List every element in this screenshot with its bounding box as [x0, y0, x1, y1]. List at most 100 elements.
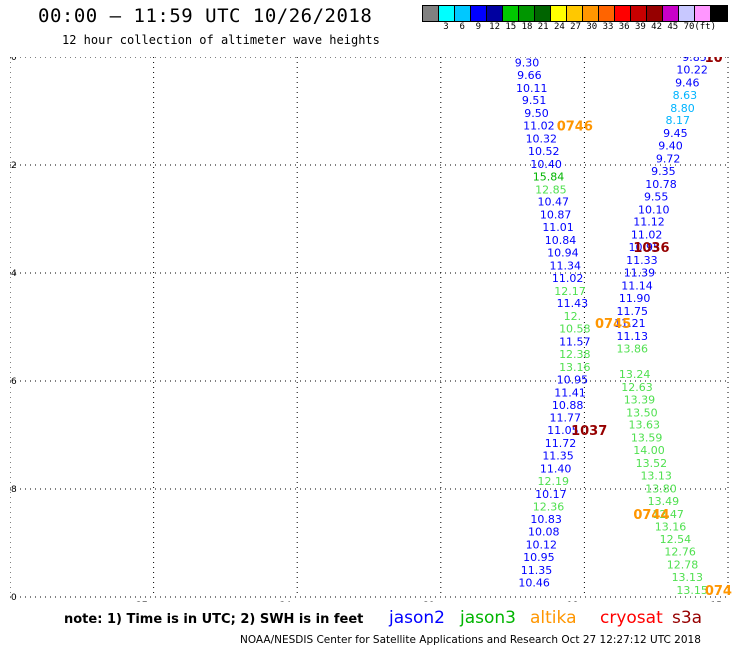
legend-swatch: [567, 6, 583, 21]
legend-swatch: [647, 6, 663, 21]
wave-height-value: 12.63: [621, 381, 653, 394]
wave-height-value: 12.38: [559, 348, 591, 361]
wave-height-value: 14.00: [633, 444, 665, 457]
legend-swatch: [455, 6, 471, 21]
legend-label: 45: [667, 22, 679, 32]
footer-note: note: 1) Time is in UTC; 2) SWH is in fe…: [64, 612, 364, 627]
wave-height-value: 13.80: [645, 482, 677, 495]
wave-height-value: 9.51: [522, 94, 547, 107]
legend-label: 36: [618, 22, 630, 32]
wave-height-value: 10.95: [557, 373, 589, 386]
y-tick-label: -44: [10, 269, 17, 279]
wave-height-value: 12.19: [538, 475, 570, 488]
legend-label: 12: [489, 22, 501, 32]
satellite-legend-jason2: jason2: [389, 608, 445, 628]
wave-height-value: 9.46: [675, 76, 700, 89]
legend-label: 3: [443, 22, 449, 32]
pass-time-label: 0745: [595, 317, 631, 332]
legend-swatch: [583, 6, 599, 21]
wave-height-value: 8.80: [670, 102, 695, 115]
x-tick-label: -27: [133, 601, 148, 602]
wave-height-value: 12.47: [652, 508, 684, 521]
legend-label: 24: [553, 22, 565, 32]
wave-height-value: 13.49: [648, 495, 680, 508]
wave-height-value: 11.21: [614, 317, 646, 330]
wave-height-value: 13.39: [624, 393, 656, 406]
legend-swatch: [615, 6, 631, 21]
wave-height-value: 13.13: [672, 571, 704, 584]
wave-height-value: 13.15: [676, 584, 708, 597]
legend-swatch: [631, 6, 647, 21]
wave-height-value: 13.50: [626, 406, 658, 419]
wave-height-value: 11.33: [626, 254, 658, 267]
legend-swatch: [439, 6, 455, 21]
legend-label: 21: [537, 22, 549, 32]
wave-height-map: -30-27-24-21-18-15-40-42-44-46-48-50 9.3…: [10, 57, 732, 602]
legend-labels: 3 6 9 12 15 18 21 24 27 30 33 36 39 42 45 70 (ft): [422, 22, 740, 34]
wave-height-value: 11.02: [552, 272, 584, 285]
wave-height-value: 9.72: [656, 153, 681, 166]
wave-height-value: 10.88: [552, 399, 584, 412]
wave-height-value: 12.: [564, 310, 582, 323]
wave-height-value: 13.52: [636, 457, 668, 470]
y-tick-label: -48: [10, 485, 17, 495]
wave-height-values: 9.309.6610.119.519.5011.0210.3210.5210.4…: [515, 57, 732, 599]
wave-height-value: 10.83: [530, 513, 562, 526]
wave-height-value: 9.50: [524, 107, 549, 120]
wave-height-value: 10.10: [638, 203, 670, 216]
wave-height-value: 11.39: [624, 266, 656, 279]
legend-swatch: [535, 6, 551, 21]
y-tick-label: -46: [10, 377, 17, 387]
wave-height-value: 10.12: [526, 539, 558, 552]
wave-height-value: 11.40: [540, 462, 572, 475]
wave-height-value: 11.35: [542, 450, 574, 463]
wave-height-value: 10.94: [547, 246, 579, 259]
legend-label: 18: [521, 22, 533, 32]
wave-height-value: 9.85: [682, 57, 707, 64]
wave-height-value: 10.11: [516, 82, 548, 95]
legend-label: 70: [683, 22, 695, 32]
wave-height-value: 8.17: [665, 114, 690, 127]
wave-height-value: 10.58: [559, 323, 591, 336]
pass-time-label: 0744: [633, 508, 669, 523]
y-tick-label: -50: [10, 593, 17, 602]
wave-height-value: 11.35: [521, 564, 553, 577]
wave-height-value: 10.87: [540, 209, 572, 222]
wave-height-value: 11.12: [633, 216, 665, 229]
wave-height-value: 10.95: [523, 551, 555, 564]
y-tick-label: -42: [10, 161, 17, 171]
wave-height-value: 8.63: [673, 89, 698, 102]
grid-lines: [10, 57, 729, 598]
wave-height-value: 9.40: [658, 140, 683, 153]
wave-height-value: 13.86: [617, 343, 649, 356]
wave-height-value: 10.47: [538, 196, 570, 209]
wave-height-value: 15.84: [533, 170, 565, 183]
wave-height-value: 10.22: [676, 63, 708, 76]
pass-time-label: 1037: [571, 424, 607, 439]
legend-swatch: [423, 6, 439, 21]
legend-swatch: [551, 6, 567, 21]
wave-height-value: 11.72: [545, 437, 577, 450]
legend-swatch: [695, 6, 711, 21]
legend-swatch: [519, 6, 535, 21]
legend-swatch: [711, 6, 727, 21]
wave-height-value: 11.34: [550, 259, 582, 272]
satellite-legend-jason3: jason3: [460, 608, 516, 628]
pass-time-label: 10: [705, 57, 723, 66]
wave-height-value: 13.13: [640, 470, 672, 483]
legend-swatch: [487, 6, 503, 21]
x-tick-label: -18: [564, 601, 579, 602]
wave-height-value: 11.75: [617, 305, 649, 318]
legend-swatch: [471, 6, 487, 21]
pass-time-label: 1036: [633, 241, 669, 256]
pass-time-label: 074: [705, 584, 732, 599]
satellite-legend-s3a: s3a: [672, 608, 703, 628]
wave-height-value: 11.14: [621, 279, 653, 292]
wave-height-value: 13.59: [631, 432, 663, 445]
page-subtitle: 12 hour collection of altimeter wave hei…: [62, 33, 380, 47]
legend-swatch: [503, 6, 519, 21]
x-tick-label: -21: [420, 601, 435, 602]
legend-swatch: [679, 6, 695, 21]
wave-height-value: 11.90: [619, 292, 651, 305]
wave-height-value: 9.66: [517, 69, 542, 82]
